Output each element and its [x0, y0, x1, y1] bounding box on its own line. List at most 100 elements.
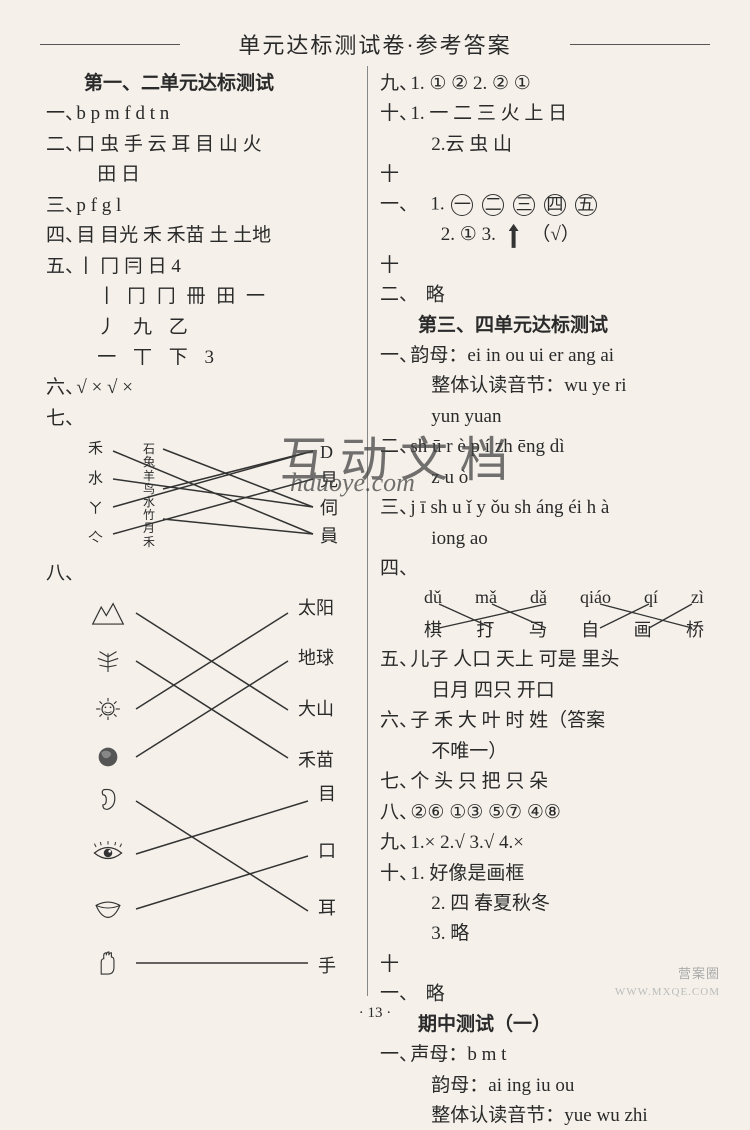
q7-label-row: 七、: [46, 404, 357, 433]
q11-prefix: 1.: [430, 194, 444, 215]
c1-label: 一、: [380, 1040, 410, 1069]
q8-label: 八、: [46, 559, 76, 588]
b11-label: 十一、: [380, 950, 426, 1009]
q3-text: p f g l: [76, 195, 121, 216]
b4-label: 四、: [380, 554, 410, 583]
q11-label: 十一、: [380, 160, 426, 219]
content-columns: 第一、二单元达标测试 一、b p m f d t n 二、口 虫 手 云 耳 目…: [40, 66, 710, 996]
q11-c2: 三: [513, 194, 535, 216]
b2-l1: 二、sh ū r è p í zh ēng dì: [380, 432, 704, 461]
q11-c1: 二: [482, 194, 504, 216]
q10-text1: 1. 一 二 三 火 上 日: [410, 103, 567, 124]
b7-label: 七、: [380, 767, 410, 796]
b6-l2: 不唯一）: [380, 737, 704, 766]
q8a-lines: [88, 595, 348, 775]
page-number: · 13 ·: [0, 1005, 750, 1022]
q5-text1: 丨 冂 冃 日 4: [76, 256, 181, 277]
b2-text1: sh ū r è p í zh ēng dì: [410, 436, 564, 457]
b3-text1: j ī sh u ǐ y ǒu sh áng éi h à: [410, 497, 609, 518]
b10-label: 十、: [380, 859, 410, 888]
q11-l2-text: 2. ① 3.: [441, 224, 496, 245]
q5-r3: 丿 九 乙: [46, 313, 357, 342]
b10-l2: 2. 四 春夏秋冬: [380, 889, 704, 918]
b5-text1: 儿子 人口 天上 可是 里头: [410, 649, 619, 670]
q11-l2: 2. ① 3. （√）: [380, 220, 704, 249]
b3-label: 三、: [380, 493, 410, 522]
b9-label: 九、: [380, 828, 410, 857]
b8: 八、②⑥ ①③ ⑤⑦ ④⑧: [380, 798, 704, 827]
left-column: 第一、二单元达标测试 一、b p m f d t n 二、口 虫 手 云 耳 目…: [40, 66, 368, 996]
b5-l2: 日月 四只 开口: [380, 676, 704, 705]
b5-label: 五、: [380, 645, 410, 674]
b11: 十一、略: [380, 950, 704, 1009]
b8-text: ②⑥ ①③ ⑤⑦ ④⑧: [410, 802, 561, 823]
b3-l1: 三、j ī sh u ǐ y ǒu sh áng éi h à: [380, 493, 704, 522]
b10-l1: 十、1. 好像是画框: [380, 859, 704, 888]
q1-label: 一、: [46, 99, 76, 128]
q5-r2: 丨 冂 冂 冊 田 一: [46, 282, 357, 311]
q11-check: （√）: [531, 224, 579, 245]
c1-l3: 整体认读音节：yue wu zhi: [380, 1101, 704, 1130]
b2-l2: z u ò: [380, 463, 704, 492]
b8-label: 八、: [380, 798, 410, 827]
q5-r4: 一 丅 下 3: [46, 343, 357, 372]
b2-label: 二、: [380, 432, 410, 461]
q4-text: 目 目光 禾 禾苗 土 土地: [76, 225, 271, 246]
q4-label: 四、: [46, 221, 76, 250]
b11-text: 略: [426, 983, 445, 1004]
b5-l1: 五、儿子 人口 天上 可是 里头: [380, 645, 704, 674]
q12-text: 略: [426, 284, 445, 305]
q2-label: 二、: [46, 130, 76, 159]
section-heading-2: 第三、四单元达标测试: [380, 311, 704, 340]
b6-label: 六、: [380, 706, 410, 735]
spear-icon: [509, 224, 519, 248]
q6-text: √ × √ ×: [76, 377, 133, 398]
b7: 七、个 头 只 把 只 朵: [380, 767, 704, 796]
q8-label-row: 八、: [46, 559, 357, 588]
b10-l3: 3. 略: [380, 919, 704, 948]
b6-l1: 六、子 禾 大 叶 时 姓（答案: [380, 706, 704, 735]
q7-match: 禾 水 ㄚ 亽 石 兔 羊 鸟 水 竹 月 禾 D 見: [88, 439, 338, 549]
q6-label: 六、: [46, 373, 76, 402]
b4-match: dǔ mǎ dǎ qiáo qí zì 棋 打 马 自 画 桥: [424, 584, 704, 644]
b1-l3: yun yuan: [380, 402, 704, 431]
c1-text1: 声母：b m t: [410, 1044, 506, 1065]
brand-logo-text: 营案圈: [678, 963, 720, 982]
q7-label: 七、: [46, 404, 76, 433]
b1-l1: 一、韵母：ei in ou ui er ang ai: [380, 341, 704, 370]
brand-url: WWW.MXQE.COM: [615, 986, 720, 998]
q8-match-a: 太阳 地球 大山 禾苗: [88, 595, 348, 775]
section-heading-1: 第一、二单元达标测试: [46, 69, 357, 98]
q1-text: b p m f d t n: [76, 103, 169, 124]
q11-c4: 五: [575, 194, 597, 216]
b6-text1: 子 禾 大 叶 时 姓（答案: [410, 710, 605, 731]
q2-l2: 田 日: [46, 160, 357, 189]
right-column: 九、1. ① ② 2. ② ① 十、1. 一 二 三 火 上 日 2.云 虫 山…: [368, 66, 710, 996]
c1-l1: 一、声母：b m t: [380, 1040, 704, 1069]
q9-label: 九、: [380, 69, 410, 98]
b1-l2: 整体认读音节：wu ye ri: [380, 371, 704, 400]
q6: 六、√ × √ ×: [46, 373, 357, 402]
q5-label: 五、: [46, 252, 76, 281]
q4: 四、目 目光 禾 禾苗 土 土地: [46, 221, 357, 250]
b9-text: 1.× 2.√ 3.√ 4.×: [410, 832, 524, 853]
q11-l1: 十一、 1. 一 二 三 四 五: [380, 160, 704, 219]
page-title: 单元达标测试卷·参考答案: [40, 28, 710, 60]
q7-lines: [88, 439, 338, 549]
b7-text: 个 头 只 把 只 朵: [410, 771, 548, 792]
q12-label: 十二、: [380, 251, 426, 310]
b9: 九、1.× 2.√ 3.√ 4.×: [380, 828, 704, 857]
c1-l2: 韵母：ai ing iu ou: [380, 1071, 704, 1100]
b10-text1: 1. 好像是画框: [410, 863, 524, 884]
q9: 九、1. ① ② 2. ② ①: [380, 69, 704, 98]
b3-l2: iong ao: [380, 524, 704, 553]
q10-l1: 十、1. 一 二 三 火 上 日: [380, 99, 704, 128]
q5-r1: 五、丨 冂 冃 日 4: [46, 252, 357, 281]
b1-label: 一、: [380, 341, 410, 370]
q10-l2: 2.云 虫 山: [380, 130, 704, 159]
q3: 三、p f g l: [46, 191, 357, 220]
q1: 一、b p m f d t n: [46, 99, 357, 128]
b1-text1: 韵母：ei in ou ui er ang ai: [410, 345, 614, 366]
q2-l1: 二、口 虫 手 云 耳 目 山 火: [46, 130, 357, 159]
b4-lines: [424, 584, 704, 644]
